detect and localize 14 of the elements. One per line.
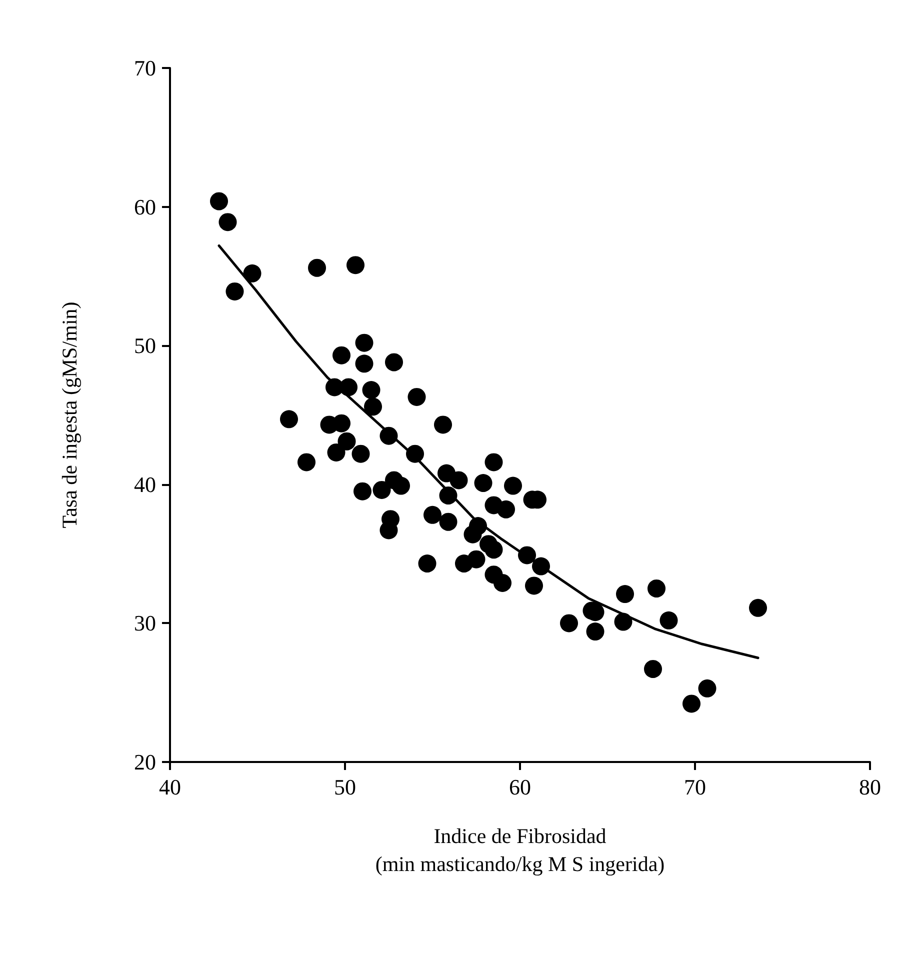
y-tick-label: 70 (134, 56, 156, 80)
x-tick-label: 80 (859, 774, 881, 800)
x-tick-label: 70 (684, 774, 706, 800)
y-tick-label: 20 (134, 750, 156, 774)
y-tick-label: 50 (134, 333, 156, 358)
line-series (218, 244, 760, 660)
y-axis-title: Tasa de ingesta (gMS/min) (58, 302, 82, 528)
x-tick-label: 50 (334, 774, 356, 800)
x-tick-label: 40 (159, 774, 181, 800)
x-tick-label: 60 (509, 774, 531, 800)
y-tick-label: 30 (134, 610, 156, 636)
x-axis-title: Indice de Fibrosidad (min masticando/kg M S ingerida) (375, 824, 665, 876)
y-tick-label: 40 (134, 472, 156, 497)
y-tick-label: 60 (134, 194, 156, 220)
